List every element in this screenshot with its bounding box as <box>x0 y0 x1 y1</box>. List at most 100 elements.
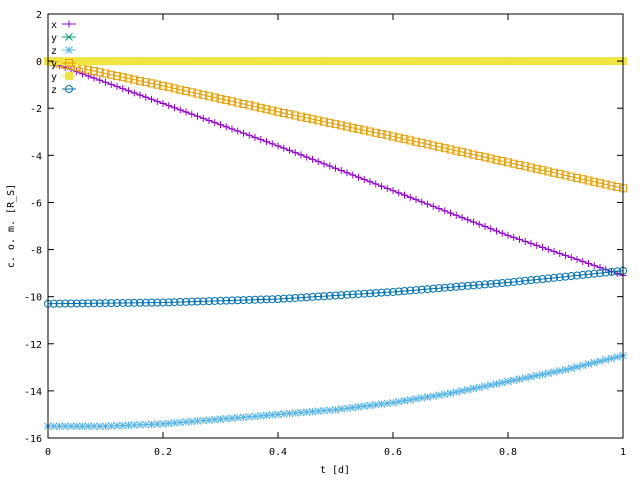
data-point <box>199 90 208 99</box>
data-point <box>90 74 98 82</box>
data-point <box>348 290 357 299</box>
series-2 <box>44 351 627 431</box>
data-point <box>320 117 328 126</box>
legend-item: z <box>51 46 76 57</box>
data-point <box>440 144 449 153</box>
data-point <box>498 157 507 166</box>
y-tick-label: -6 <box>30 198 42 209</box>
data-point <box>435 284 443 293</box>
data-point <box>538 166 547 175</box>
series-line <box>48 355 624 427</box>
data-point <box>394 287 403 296</box>
data-point <box>424 200 431 208</box>
data-point <box>187 88 196 97</box>
data-point <box>578 361 587 370</box>
data-point <box>585 259 592 267</box>
data-point <box>245 101 254 110</box>
data-point <box>245 131 253 139</box>
data-point <box>481 153 489 162</box>
data-point <box>182 87 190 96</box>
data-point <box>153 298 162 307</box>
data-point <box>107 70 116 79</box>
data-point <box>354 125 363 134</box>
data-point <box>205 116 213 124</box>
data-point <box>165 102 173 110</box>
data-point <box>263 138 270 146</box>
data-point <box>262 295 271 304</box>
data-point <box>435 391 443 399</box>
data-point <box>556 249 564 257</box>
data-point <box>515 160 524 169</box>
data-point <box>590 177 599 186</box>
data-point <box>101 299 110 308</box>
legend-label: z <box>51 85 57 96</box>
data-point <box>314 158 322 166</box>
data-point <box>578 175 587 184</box>
data-point <box>412 137 420 146</box>
data-point <box>193 297 202 306</box>
data-point <box>245 412 254 421</box>
data-point <box>176 85 185 94</box>
data-point <box>302 113 311 122</box>
data-point <box>239 296 248 305</box>
data-point <box>349 171 357 179</box>
data-point <box>463 281 472 290</box>
data-point <box>291 111 300 120</box>
data-point <box>412 196 420 204</box>
data-point <box>194 112 201 120</box>
data-point <box>400 287 409 296</box>
data-point <box>233 296 242 305</box>
data-point <box>573 173 581 182</box>
data-point <box>366 178 374 186</box>
data-point <box>159 81 167 90</box>
data-point <box>383 131 392 140</box>
data-point <box>118 298 127 307</box>
data-point <box>446 145 455 154</box>
data-point <box>452 282 461 291</box>
data-point <box>79 70 86 78</box>
data-point <box>355 173 362 181</box>
data-point <box>389 132 397 141</box>
data-point <box>279 108 288 117</box>
data-point <box>504 231 512 239</box>
data-point <box>279 294 288 303</box>
data-point <box>107 299 116 308</box>
data-point <box>447 209 454 217</box>
data-point <box>274 107 282 116</box>
data-point <box>325 406 334 415</box>
data-point <box>199 114 207 122</box>
data-point <box>492 155 501 164</box>
data-point <box>142 93 150 101</box>
data-point <box>573 271 581 280</box>
data-point <box>65 33 73 41</box>
data-point <box>251 102 259 111</box>
data-point <box>440 283 449 292</box>
data-point <box>527 239 535 247</box>
data-point <box>159 298 167 307</box>
data-point <box>65 46 73 54</box>
data-point <box>78 299 87 308</box>
data-point <box>55 299 64 308</box>
data-point <box>171 104 178 112</box>
data-point <box>148 95 155 103</box>
data-point <box>486 279 495 288</box>
data-point <box>84 422 93 431</box>
data-point <box>147 79 156 88</box>
data-point <box>337 291 346 300</box>
data-point <box>527 163 535 172</box>
data-point <box>544 274 553 283</box>
data-point <box>326 162 334 170</box>
data-point <box>210 93 219 102</box>
legend-label: y <box>51 33 57 44</box>
data-point <box>285 110 294 119</box>
x-tick-label: 0.8 <box>499 447 517 458</box>
data-point <box>441 207 449 215</box>
data-point <box>136 91 144 99</box>
data-point <box>579 257 587 265</box>
x-tick-label: 0.4 <box>269 447 287 458</box>
data-point <box>136 420 144 429</box>
data-point <box>320 292 328 301</box>
data-point <box>544 167 553 176</box>
legend-label: x <box>51 20 57 31</box>
data-point <box>325 291 334 300</box>
